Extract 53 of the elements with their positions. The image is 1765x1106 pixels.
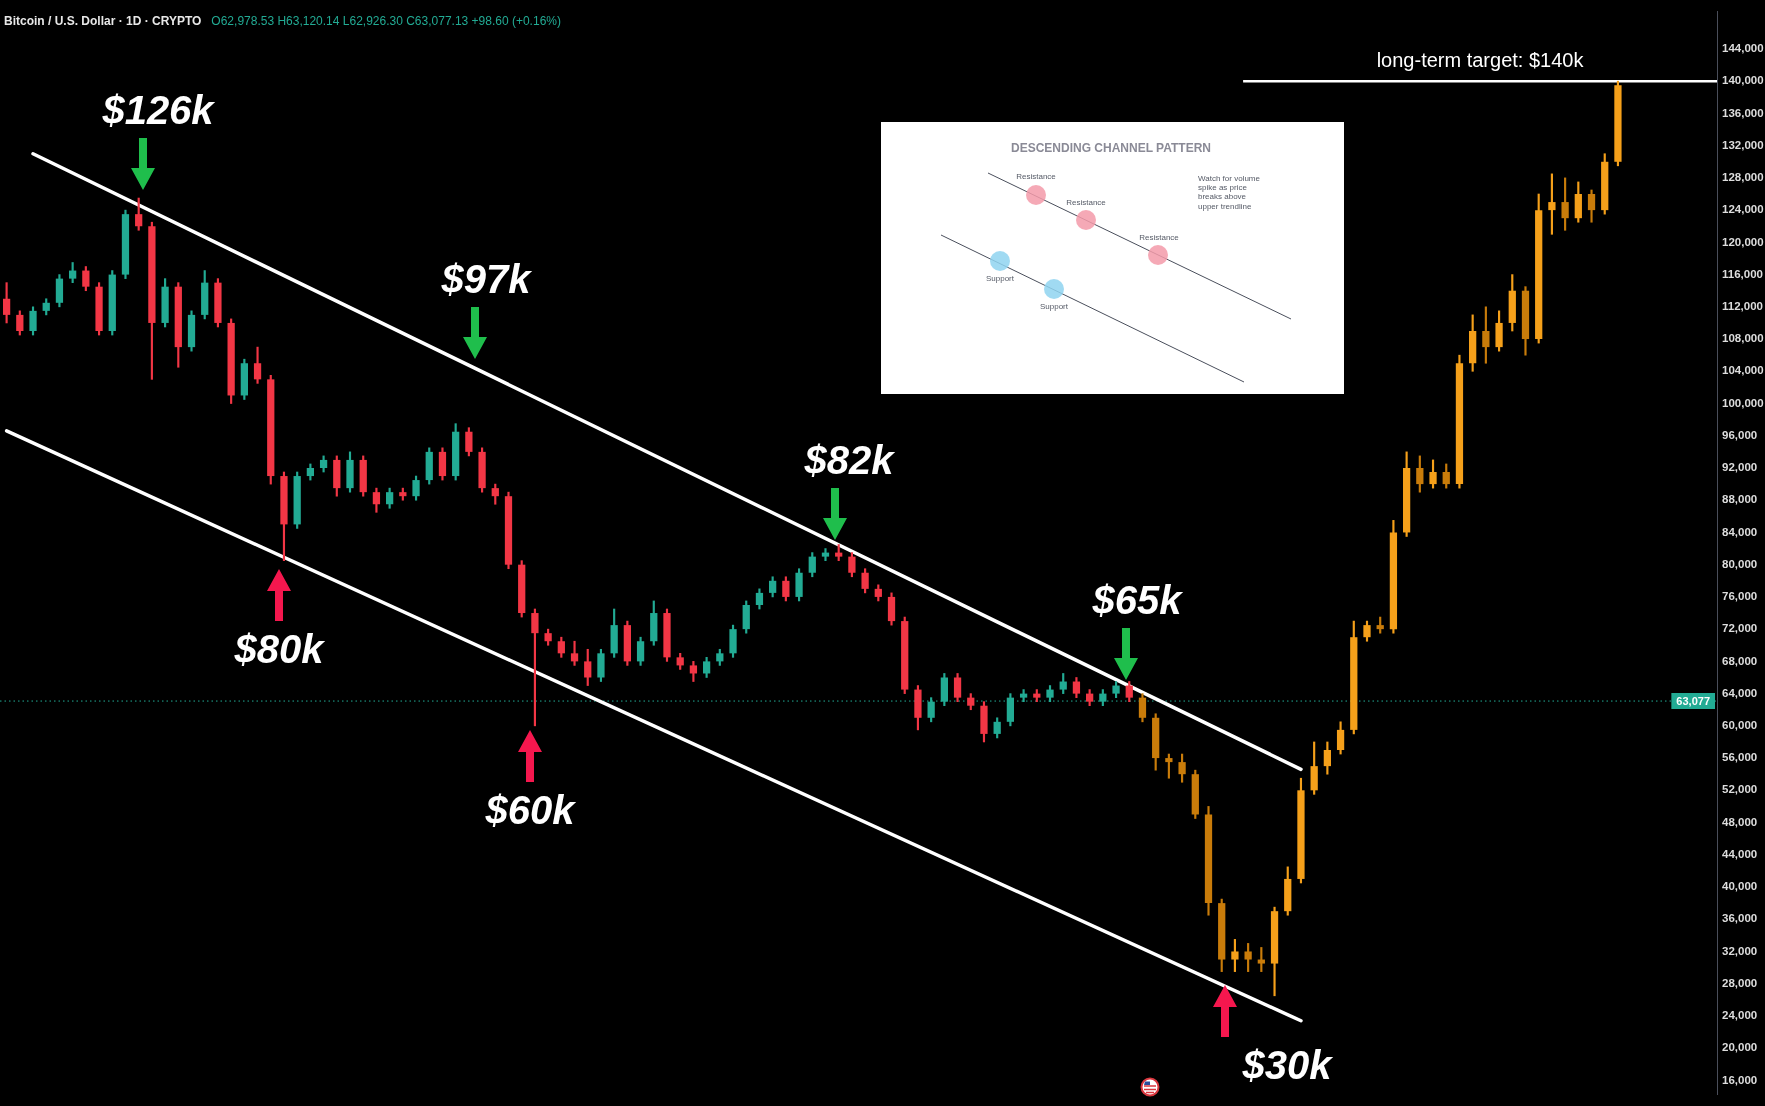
y-tick-label: 72,000 bbox=[1722, 622, 1758, 635]
y-tick-label: 52,000 bbox=[1722, 783, 1758, 796]
y-tick-label: 140,000 bbox=[1722, 74, 1764, 87]
y-tick-label: 76,000 bbox=[1722, 590, 1758, 603]
annotation: $30k bbox=[1242, 1043, 1332, 1087]
annotation: $126k bbox=[102, 88, 214, 132]
y-tick-label: 144,000 bbox=[1722, 42, 1764, 55]
y-tick-label: 100,000 bbox=[1722, 396, 1764, 409]
y-tick-label: 88,000 bbox=[1722, 493, 1758, 506]
annotation: $97k bbox=[441, 257, 531, 301]
chart-title: Bitcoin / U.S. Dollar · 1D · CRYPTO bbox=[4, 14, 202, 28]
ref-line-label: 63,077 bbox=[1676, 694, 1711, 707]
y-tick-label: 108,000 bbox=[1722, 332, 1764, 345]
ref-line-label: long-term target: $140k bbox=[1376, 49, 1585, 72]
y-tick-label: 60,000 bbox=[1722, 719, 1758, 732]
y-tick-label: 112,000 bbox=[1722, 300, 1763, 312]
annotation: DESCENDING CHANNEL PATTERN bbox=[1010, 141, 1212, 156]
y-tick-label: 80,000 bbox=[1722, 557, 1758, 570]
annotation: Support bbox=[985, 274, 1015, 284]
y-tick-label: 56,000 bbox=[1722, 751, 1758, 764]
y-tick-label: 136,000 bbox=[1722, 106, 1764, 119]
y-tick-label: 128,000 bbox=[1722, 171, 1764, 184]
y-tick-label: 24,000 bbox=[1722, 1009, 1758, 1022]
y-tick-label: 92,000 bbox=[1722, 461, 1758, 474]
annotation: $60k bbox=[485, 788, 575, 832]
y-tick-label: 48,000 bbox=[1722, 815, 1758, 828]
y-tick-label: 16,000 bbox=[1722, 1073, 1758, 1086]
y-tick-label: 36,000 bbox=[1722, 912, 1758, 925]
y-tick-label: 32,000 bbox=[1722, 944, 1758, 957]
candlestick bbox=[821, 548, 830, 561]
y-tick-label: 124,000 bbox=[1722, 203, 1764, 216]
annotation: Support bbox=[1039, 302, 1069, 312]
annotation: Watch for volume spike as price breaks above upper trendline bbox=[1198, 174, 1261, 211]
annotation: Resistance bbox=[1139, 233, 1179, 243]
chart-subtitle: O62,978.53 H63,120.14 L62,926.30 C63,077.13 +98.60 (+0.16%) bbox=[211, 14, 561, 28]
y-tick-label: 96,000 bbox=[1722, 428, 1758, 441]
y-tick-label: 116,000 bbox=[1722, 267, 1763, 280]
y-tick-label: 40,000 bbox=[1722, 880, 1758, 893]
y-tick-label: 20,000 bbox=[1722, 1041, 1758, 1054]
y-tick-label: 120,000 bbox=[1722, 235, 1764, 248]
annotation: Resistance bbox=[1066, 198, 1106, 208]
y-tick-label: 44,000 bbox=[1722, 847, 1758, 860]
candlestick bbox=[570, 640, 579, 666]
y-tick-label: 132,000 bbox=[1722, 138, 1764, 151]
y-tick-label: 104,000 bbox=[1722, 364, 1764, 377]
annotation: $80k bbox=[234, 627, 324, 671]
y-tick-label: 68,000 bbox=[1722, 654, 1758, 667]
annotation: $82k bbox=[804, 438, 894, 482]
y-tick-label: 64,000 bbox=[1722, 686, 1758, 699]
y-tick-label: 28,000 bbox=[1722, 976, 1758, 989]
annotation: Resistance bbox=[1016, 172, 1056, 182]
annotation: $65k bbox=[1092, 578, 1182, 622]
y-tick-label: 84,000 bbox=[1722, 525, 1758, 538]
